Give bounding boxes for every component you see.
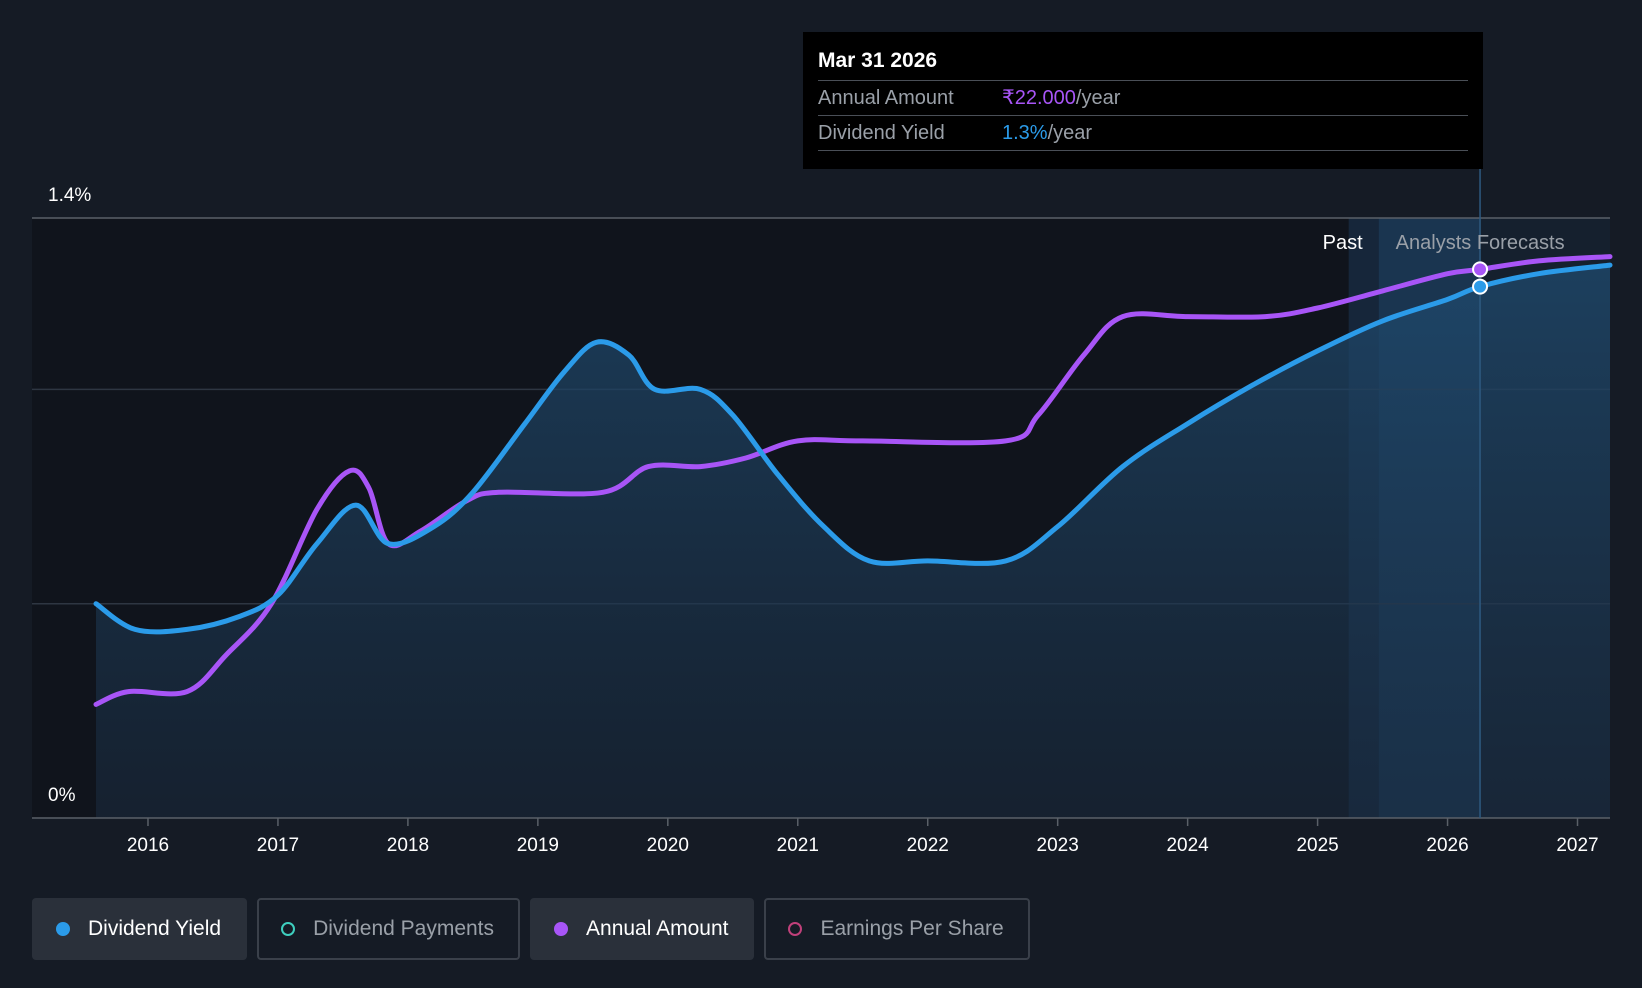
y-axis-min-label: 0% [48,785,76,806]
tooltip-row-annual-amount: Annual Amount ₹22.000 /year [818,80,1468,115]
x-tick-label: 2017 [257,835,299,856]
tooltip-annual-amount-label: Annual Amount [818,87,954,109]
tooltip-dividend-yield-label: Dividend Yield [818,122,945,144]
legend-dividend-yield-dot-icon [56,922,70,936]
legend-dividend-payments-button[interactable]: Dividend Payments [257,898,521,960]
dividend-yield-point [1472,278,1489,295]
tooltip-annual-amount-value: ₹22.000 [1002,87,1076,109]
series-lines [93,254,1613,707]
x-tick-label: 2022 [907,835,949,856]
tooltip-dividend-yield-suffix: /year [1047,122,1093,144]
hover-markers [1472,168,1489,818]
x-tick-label: 2021 [777,835,819,856]
legend-dividend-yield-label: Dividend Yield [88,917,222,940]
legend-earnings-per-share-button[interactable]: Earnings Per Share [764,898,1030,960]
past-label: Past [1323,232,1363,254]
legend-dividend-payments-label: Dividend Payments [313,917,495,940]
dividend-yield-line [93,262,1613,635]
annual-amount-line [93,254,1613,707]
legend-dividend-yield-button[interactable]: Dividend Yield [32,898,248,960]
forecast-label: Analysts Forecasts [1396,232,1565,254]
tooltip-date: Mar 31 2026 [818,49,938,72]
legend-dividend-payments-dot-icon [281,922,296,936]
tooltip-row-dividend-yield: Dividend Yield 1.3% /year [818,115,1468,151]
x-tick-label: 2020 [647,835,689,856]
chart-labels: 1.4% 0% Past Analysts Forecasts [48,185,1565,806]
tooltip-dividend-yield-value: 1.3% [1002,122,1048,144]
legend-annual-amount-dot-icon [554,922,569,936]
tooltip: Mar 31 2026 Annual Amount ₹22.000 /year … [803,32,1483,169]
x-tick-label: 2019 [517,835,559,856]
legend-earnings-per-share-dot-icon [788,922,803,936]
tooltip-annual-amount-suffix: /year [1075,87,1121,109]
x-axis: 2016 2017 2018 2019 2020 2021 2022 2023 2024 2025… [32,817,1610,856]
x-tick-label: 2018 [387,835,429,856]
yield-area [96,265,1610,819]
legend-annual-amount-button[interactable]: Annual Amount [530,898,755,960]
x-tick-label: 2026 [1426,835,1468,856]
y-axis-max-label: 1.4% [48,185,91,206]
annual-amount-point [1472,261,1489,278]
legend-annual-amount-label: Annual Amount [586,917,729,940]
x-tick-label: 2023 [1037,835,1079,856]
dividend-yield-area [96,265,1610,819]
legend: Dividend Yield Dividend Payments Annual … [32,898,1030,960]
x-tick-label: 2027 [1556,835,1598,856]
x-tick-label: 2016 [127,835,169,856]
legend-earnings-per-share-label: Earnings Per Share [820,917,1004,940]
x-tick-label: 2024 [1166,835,1209,856]
x-tick-label: 2025 [1296,835,1338,856]
